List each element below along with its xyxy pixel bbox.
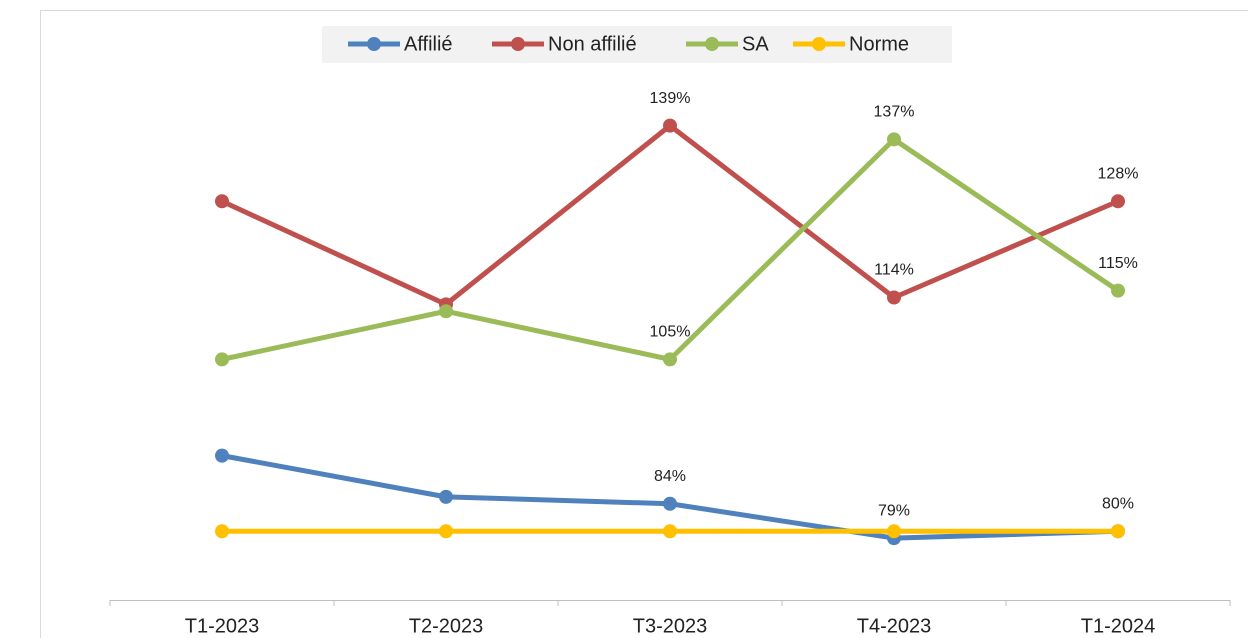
data-point [663, 118, 677, 133]
legend-marker [367, 37, 381, 51]
data-point [439, 524, 453, 539]
legend-box [322, 26, 952, 63]
data-point [1111, 194, 1125, 209]
data-point [215, 448, 229, 463]
data-point [887, 132, 901, 147]
data-point [887, 524, 901, 539]
data-point [1111, 283, 1125, 298]
data-label: 80% [1102, 495, 1134, 512]
data-label: 105% [650, 324, 691, 341]
legend-marker [705, 37, 719, 51]
data-label: 128% [1098, 165, 1139, 182]
chart-frame [40, 10, 1248, 638]
data-point [215, 524, 229, 539]
legend-marker [812, 37, 826, 51]
legend-marker [511, 37, 525, 51]
x-tick-label: T3-2023 [633, 615, 708, 637]
data-point [439, 304, 453, 319]
data-point [1111, 524, 1125, 539]
legend-label: SA [742, 33, 769, 55]
data-label: 114% [874, 262, 914, 279]
data-point [887, 290, 901, 305]
legend-label: Affilié [404, 33, 453, 55]
x-tick-label: T1-2023 [185, 615, 260, 637]
data-label: 139% [650, 90, 691, 107]
legend-label: Non affilié [548, 33, 637, 55]
x-tick-label: T4-2023 [857, 615, 932, 637]
data-label: 115% [1098, 255, 1138, 272]
x-tick-label: T2-2023 [409, 615, 484, 637]
x-tick-label: T1-2024 [1081, 615, 1156, 637]
data-point [215, 352, 229, 367]
data-point [215, 194, 229, 209]
data-label: 79% [878, 502, 910, 519]
legend-label: Norme [849, 33, 909, 55]
data-point [663, 524, 677, 539]
data-label: 137% [874, 104, 915, 121]
data-point [663, 352, 677, 367]
data-label: 84% [654, 468, 686, 485]
data-point [663, 496, 677, 511]
data-point [439, 489, 453, 504]
